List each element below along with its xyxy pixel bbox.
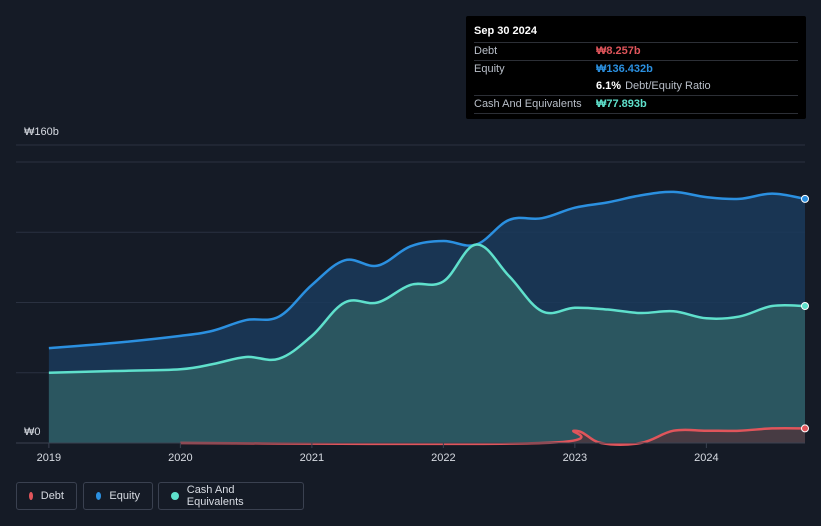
tooltip-debt-value: ₩8.257b (596, 45, 641, 57)
tooltip: Sep 30 2024 Debt ₩8.257b Equity ₩136.432… (466, 16, 806, 119)
x-tick-label-2024: 2024 (694, 452, 718, 464)
y-tick-label-top: ₩160b (24, 126, 59, 138)
tooltip-date: Sep 30 2024 (474, 23, 798, 43)
legend-equity-dot-icon (96, 492, 102, 500)
legend-equity-label: Equity (109, 490, 140, 502)
x-tick-label-2020: 2020 (168, 452, 192, 464)
tooltip-ratio-row: 6.1% Debt/Equity Ratio (474, 78, 798, 96)
legend-equity[interactable]: Equity (83, 482, 153, 510)
cash-end-point (801, 302, 809, 311)
series-areas (48, 191, 805, 445)
tooltip-equity-row: Equity ₩136.432b (474, 61, 798, 78)
cash-line (48, 243, 806, 374)
x-tick-label-2023: 2023 (563, 452, 587, 464)
series-end-markers (801, 194, 809, 433)
equity-line (48, 190, 806, 350)
equity-end-point (801, 194, 809, 203)
y-tick-label-zero: ₩0 (24, 426, 41, 438)
x-tick-labels: 2019 2020 2021 2022 2023 2024 (37, 443, 719, 464)
debt-end-point (801, 424, 809, 433)
debt-line (180, 426, 806, 446)
legend-debt[interactable]: Debt (16, 482, 77, 510)
x-tick-label-2021: 2021 (300, 452, 324, 464)
tooltip-debt-label: Debt (474, 45, 498, 57)
legend-debt-dot-icon (29, 492, 33, 500)
x-tick-label-2022: 2022 (431, 452, 455, 464)
tooltip-equity-label: Equity (474, 63, 505, 75)
cash-area (48, 244, 805, 443)
tooltip-ratio-value: 6.1% (596, 80, 622, 92)
series-lines (48, 190, 806, 446)
tooltip-cash-label: Cash And Equivalents (474, 98, 582, 110)
legend-debt-label: Debt (40, 490, 64, 502)
tooltip-equity-value: ₩136.432b (596, 63, 653, 75)
legend-cash-label: Cash And Equivalents (186, 484, 244, 508)
legend-cash-dot-icon (171, 492, 179, 500)
x-tick-label-2019: 2019 (37, 452, 61, 464)
tooltip-debt-row: Debt ₩8.257b (474, 43, 798, 61)
tooltip-ratio-label: Debt/Equity Ratio (625, 80, 711, 92)
legend-cash[interactable]: Cash And Equivalents (158, 482, 304, 510)
tooltip-cash-value: ₩77.893b (596, 98, 647, 110)
tooltip-cash-row: Cash And Equivalents ₩77.893b (474, 96, 798, 114)
